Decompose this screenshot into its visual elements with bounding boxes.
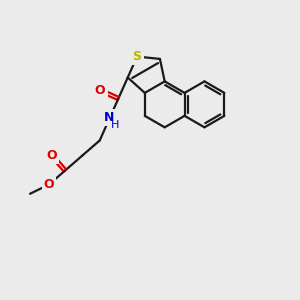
Text: O: O (46, 149, 57, 162)
Text: O: O (44, 178, 54, 191)
Text: O: O (95, 84, 105, 97)
Text: N: N (104, 111, 114, 124)
Text: S: S (133, 50, 142, 63)
Text: H: H (111, 120, 120, 130)
